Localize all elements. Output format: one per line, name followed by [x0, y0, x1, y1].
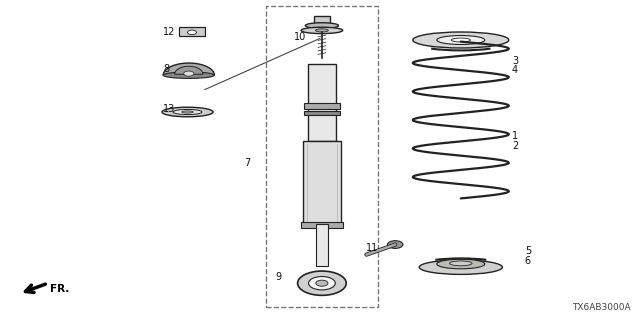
- FancyBboxPatch shape: [179, 27, 205, 36]
- Bar: [305, 111, 339, 115]
- Ellipse shape: [436, 259, 485, 269]
- Polygon shape: [163, 63, 214, 75]
- Text: 13: 13: [163, 104, 175, 114]
- Ellipse shape: [163, 72, 214, 78]
- Ellipse shape: [436, 36, 485, 44]
- Ellipse shape: [449, 261, 472, 266]
- Text: 7: 7: [244, 158, 251, 168]
- Bar: [303, 141, 341, 224]
- Ellipse shape: [451, 38, 470, 42]
- Circle shape: [188, 30, 196, 35]
- Ellipse shape: [162, 107, 213, 117]
- Text: 5: 5: [525, 246, 531, 256]
- Text: TX6AB3000A: TX6AB3000A: [572, 303, 630, 312]
- Text: 4: 4: [512, 65, 518, 76]
- Text: FR.: FR.: [50, 284, 69, 294]
- Bar: [307, 64, 337, 141]
- Bar: [316, 224, 328, 266]
- Bar: [301, 222, 343, 228]
- Ellipse shape: [419, 260, 502, 275]
- Bar: [266, 6, 378, 307]
- FancyBboxPatch shape: [314, 16, 330, 25]
- Text: 9: 9: [275, 272, 282, 282]
- Ellipse shape: [316, 29, 328, 32]
- Text: 1: 1: [512, 131, 518, 141]
- Text: 11: 11: [366, 243, 378, 253]
- Ellipse shape: [173, 109, 202, 115]
- Bar: [305, 103, 339, 109]
- Text: 8: 8: [163, 64, 170, 74]
- Ellipse shape: [301, 27, 343, 34]
- Text: 10: 10: [294, 32, 307, 42]
- Ellipse shape: [413, 32, 509, 48]
- Text: 6: 6: [525, 256, 531, 266]
- Text: 3: 3: [512, 56, 518, 66]
- Ellipse shape: [305, 23, 339, 28]
- Circle shape: [388, 241, 403, 248]
- Circle shape: [298, 271, 346, 295]
- Circle shape: [316, 280, 328, 286]
- Ellipse shape: [182, 111, 193, 113]
- Circle shape: [184, 71, 194, 76]
- Text: 2: 2: [512, 140, 518, 151]
- Circle shape: [308, 276, 335, 290]
- Text: 12: 12: [163, 27, 175, 37]
- Polygon shape: [175, 66, 203, 74]
